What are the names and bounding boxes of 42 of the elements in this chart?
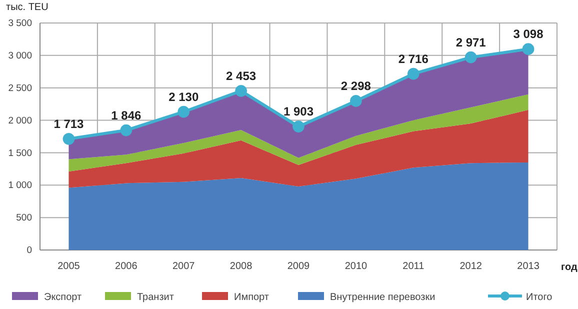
data-label: 2 971 xyxy=(456,35,486,50)
x-tick-label: 2006 xyxy=(115,261,138,272)
point xyxy=(522,43,534,55)
x-tick-label: 2005 xyxy=(58,261,80,272)
data-label: 2 716 xyxy=(398,52,429,66)
y-tick-label: 500 xyxy=(16,212,32,224)
point xyxy=(235,85,247,97)
x-tick-label: 2009 xyxy=(287,261,310,272)
legend-label: Транзит xyxy=(137,292,174,303)
y-tick-label: 0 xyxy=(26,245,32,256)
x-tick-label: 2008 xyxy=(230,261,253,272)
y-tick-label: 2 000 xyxy=(8,115,32,126)
point xyxy=(464,51,477,64)
data-label: 1 846 xyxy=(111,108,142,122)
point xyxy=(62,132,75,145)
legend-label: Экспорт xyxy=(44,292,82,303)
point xyxy=(350,95,362,107)
x-tick-label: 2010 xyxy=(344,261,368,272)
point xyxy=(120,124,132,136)
y-axis-title: тыс. TEU xyxy=(6,2,48,13)
x-tick-label: 2007 xyxy=(172,261,196,272)
data-label: 3 098 xyxy=(513,27,544,42)
point xyxy=(178,106,190,118)
point xyxy=(407,68,420,80)
x-tick-label: 2013 xyxy=(517,261,540,272)
y-tick-label: 3 000 xyxy=(8,50,32,62)
x-tick-label: 2011 xyxy=(402,261,425,272)
legend-label: Импорт xyxy=(234,292,270,303)
data-label: 2 298 xyxy=(340,78,372,93)
y-tick-label: 2 500 xyxy=(8,82,32,94)
y-tick-label: 1 500 xyxy=(8,148,32,159)
data-label: 2 130 xyxy=(168,90,199,104)
data-label: 1 903 xyxy=(283,104,314,119)
x-tick-label: 2012 xyxy=(460,261,482,272)
y-tick-label: 1 000 xyxy=(8,180,32,192)
legend-label: Внутренние перевозки xyxy=(330,292,436,303)
legend-label: Итого xyxy=(526,292,553,303)
point xyxy=(292,120,304,132)
x-axis-title: год xyxy=(561,262,578,273)
y-tick-label: 3 500 xyxy=(8,18,32,30)
data-label: 2 453 xyxy=(226,68,256,83)
data-label: 1 713 xyxy=(54,116,84,131)
